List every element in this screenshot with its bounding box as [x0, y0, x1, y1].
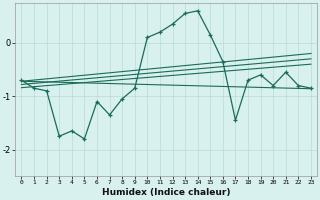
X-axis label: Humidex (Indice chaleur): Humidex (Indice chaleur): [102, 188, 230, 197]
